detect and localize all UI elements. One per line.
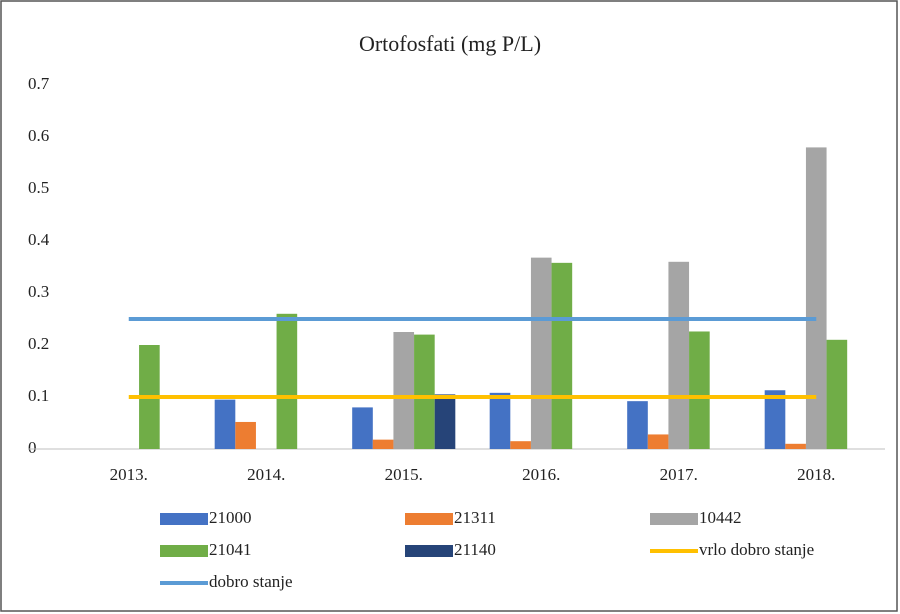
x-tick-label: 2017. xyxy=(660,465,698,484)
x-tick-label: 2014. xyxy=(247,465,285,484)
bar xyxy=(235,421,256,449)
bar xyxy=(530,257,552,449)
legend-label: 21311 xyxy=(454,508,496,527)
bar xyxy=(352,407,373,449)
x-tick-label: 2013. xyxy=(110,465,148,484)
bar xyxy=(627,401,648,449)
bar xyxy=(805,147,827,449)
chart-title: Ortofosfati (mg P/L) xyxy=(359,31,541,56)
x-tick-label: 2015. xyxy=(385,465,423,484)
bar xyxy=(510,441,531,449)
bar xyxy=(214,399,236,449)
legend-swatch xyxy=(405,513,453,525)
legend-label: dobro stanje xyxy=(209,572,293,591)
bar xyxy=(372,439,394,449)
legend-label: 21140 xyxy=(454,540,496,559)
legend-swatch xyxy=(650,513,698,525)
y-tick-label: 0.2 xyxy=(28,334,49,353)
bar xyxy=(668,261,690,449)
bar xyxy=(393,332,415,449)
bar xyxy=(276,313,298,449)
y-tick-label: 0.6 xyxy=(28,126,49,145)
bar xyxy=(785,443,806,449)
legend-swatch xyxy=(405,545,453,557)
bar xyxy=(826,339,848,449)
legend-swatch xyxy=(160,545,208,557)
bar xyxy=(551,262,573,449)
x-tick-label: 2018. xyxy=(797,465,835,484)
bar xyxy=(434,394,456,449)
x-tick-label: 2016. xyxy=(522,465,560,484)
bar xyxy=(689,331,710,449)
y-tick-label: 0.3 xyxy=(28,282,49,301)
legend-label: vrlo dobro stanje xyxy=(699,540,814,559)
legend-label: 10442 xyxy=(699,508,742,527)
legend-label: 21041 xyxy=(209,540,252,559)
y-tick-label: 0.1 xyxy=(28,386,49,405)
bar xyxy=(764,390,786,449)
y-tick-label: 0.7 xyxy=(28,74,50,93)
legend-swatch xyxy=(160,513,208,525)
bar xyxy=(647,434,669,449)
bar xyxy=(414,334,435,449)
legend-label: 21000 xyxy=(209,508,252,527)
y-tick-label: 0.4 xyxy=(28,230,50,249)
bar xyxy=(489,392,511,449)
y-tick-label: 0.5 xyxy=(28,178,49,197)
y-tick-label: 0 xyxy=(28,438,37,457)
